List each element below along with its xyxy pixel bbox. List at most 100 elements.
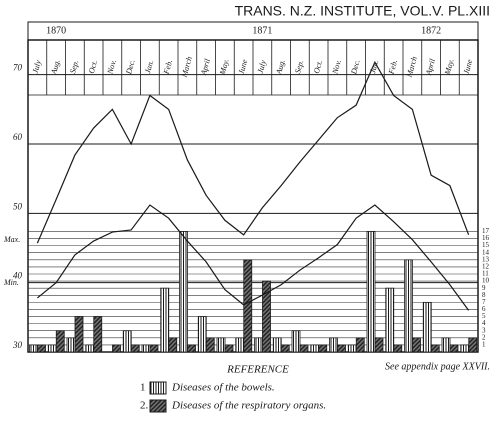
month-label: Nov. [105,59,118,76]
temperature-line [36,60,470,244]
y-tick-label: 60 [13,132,23,142]
y2-tick-label: 13 [482,255,490,263]
bar [441,337,451,353]
bar [393,344,403,353]
bar [374,337,384,353]
month-label: Dec. [349,58,362,76]
month-label: Feb. [387,59,400,76]
bar [243,259,253,353]
bar [291,330,301,353]
legend-number: 1 [140,382,146,394]
bar [216,337,226,353]
bar [272,337,282,353]
bar [355,337,365,353]
legend-label: Diseases of the respiratory organs. [171,400,326,412]
min-label: Min. [3,278,19,287]
bar [412,337,421,353]
y2-tick-label: 2 [482,333,486,341]
max-label: Max. [3,235,20,244]
year-label: 1872 [421,25,441,36]
y-tick-label: 30 [12,340,23,350]
bar [254,337,263,353]
month-label: Oct. [87,59,99,74]
bar [205,337,215,353]
bar [280,344,290,353]
bar [262,280,271,353]
month-label: July [256,59,268,75]
bar [149,344,159,353]
temperature-line [36,204,470,311]
bar [366,231,376,353]
y2-tick-label: 10 [482,277,490,285]
month-label: Nov. [330,59,343,76]
year-label: 1871 [252,25,272,36]
month-label: Aug. [49,58,62,76]
bar [47,344,57,353]
month-label: Feb. [162,59,175,76]
bar [422,301,432,353]
reference-title: REFERENCE [226,364,289,376]
month-label: Sep. [293,59,305,74]
y2-tick-label: 12 [482,263,490,271]
bar [404,259,413,353]
bar [85,344,95,353]
bar [460,344,470,353]
bar [93,316,103,353]
bar [385,287,395,353]
legend-swatch [149,381,167,395]
bar [66,337,76,353]
month-label: April [199,57,212,77]
bar [329,337,338,353]
bar [37,344,46,353]
year-label: 1870 [46,25,66,36]
y2-tick-label: 4 [482,319,486,327]
bar [55,330,65,353]
bar [197,316,207,353]
bar [224,344,234,353]
y2-tick-label: 11 [482,270,489,278]
y-tick-label: 70 [13,63,23,73]
y2-tick-label: 16 [482,234,490,242]
y2-tick-label: 1 [482,341,486,349]
month-label: March [404,56,418,80]
month-label: June [462,58,475,75]
bar [168,337,178,353]
bar [235,337,245,353]
y2-tick-label: 5 [482,312,486,320]
bar [130,344,140,353]
y-tick-label: 50 [13,201,23,211]
bar [160,287,170,353]
month-label: April [424,57,437,77]
y2-tick-label: 7 [482,298,486,306]
bar [318,344,328,353]
bar [29,344,38,353]
month-label: Sep. [68,59,80,74]
bar [141,344,151,353]
bar [449,344,459,353]
bar [430,344,440,353]
month-label: Aug. [274,58,287,76]
y2-tick-label: 15 [482,241,490,249]
month-label: Jan. [143,59,155,74]
bar [122,330,132,353]
month-label: June [237,58,250,75]
header: TRANS. N.Z. INSTITUTE, VOL.V. PL.XIII [235,3,490,19]
y2-tick-label: 6 [482,305,486,313]
y2-tick-label: 3 [482,326,486,334]
bar [187,344,196,353]
month-label: May. [218,58,231,77]
bar [347,344,357,353]
legend-label: Diseases of the bowels. [171,382,275,394]
month-label: Dec. [124,58,137,76]
y2-tick-label: 14 [482,248,490,256]
month-label: July [31,59,43,75]
y-tick-label: 40 [13,271,23,281]
bar [74,316,84,353]
bar [299,344,309,353]
month-label: Oct. [312,59,324,74]
y2-tick-label: 8 [482,291,486,299]
bar [468,337,478,353]
y2-tick-label: 9 [482,284,486,292]
legend-swatch [149,399,167,413]
